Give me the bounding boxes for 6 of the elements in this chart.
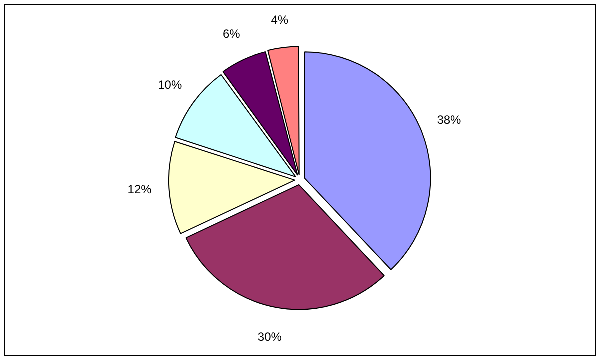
data-label: 10% xyxy=(158,78,182,92)
data-label: 12% xyxy=(128,182,152,196)
data-label: 4% xyxy=(271,13,289,28)
data-label: 6% xyxy=(222,27,241,42)
data-label: 30% xyxy=(258,330,282,344)
data-label: 38% xyxy=(437,113,462,128)
